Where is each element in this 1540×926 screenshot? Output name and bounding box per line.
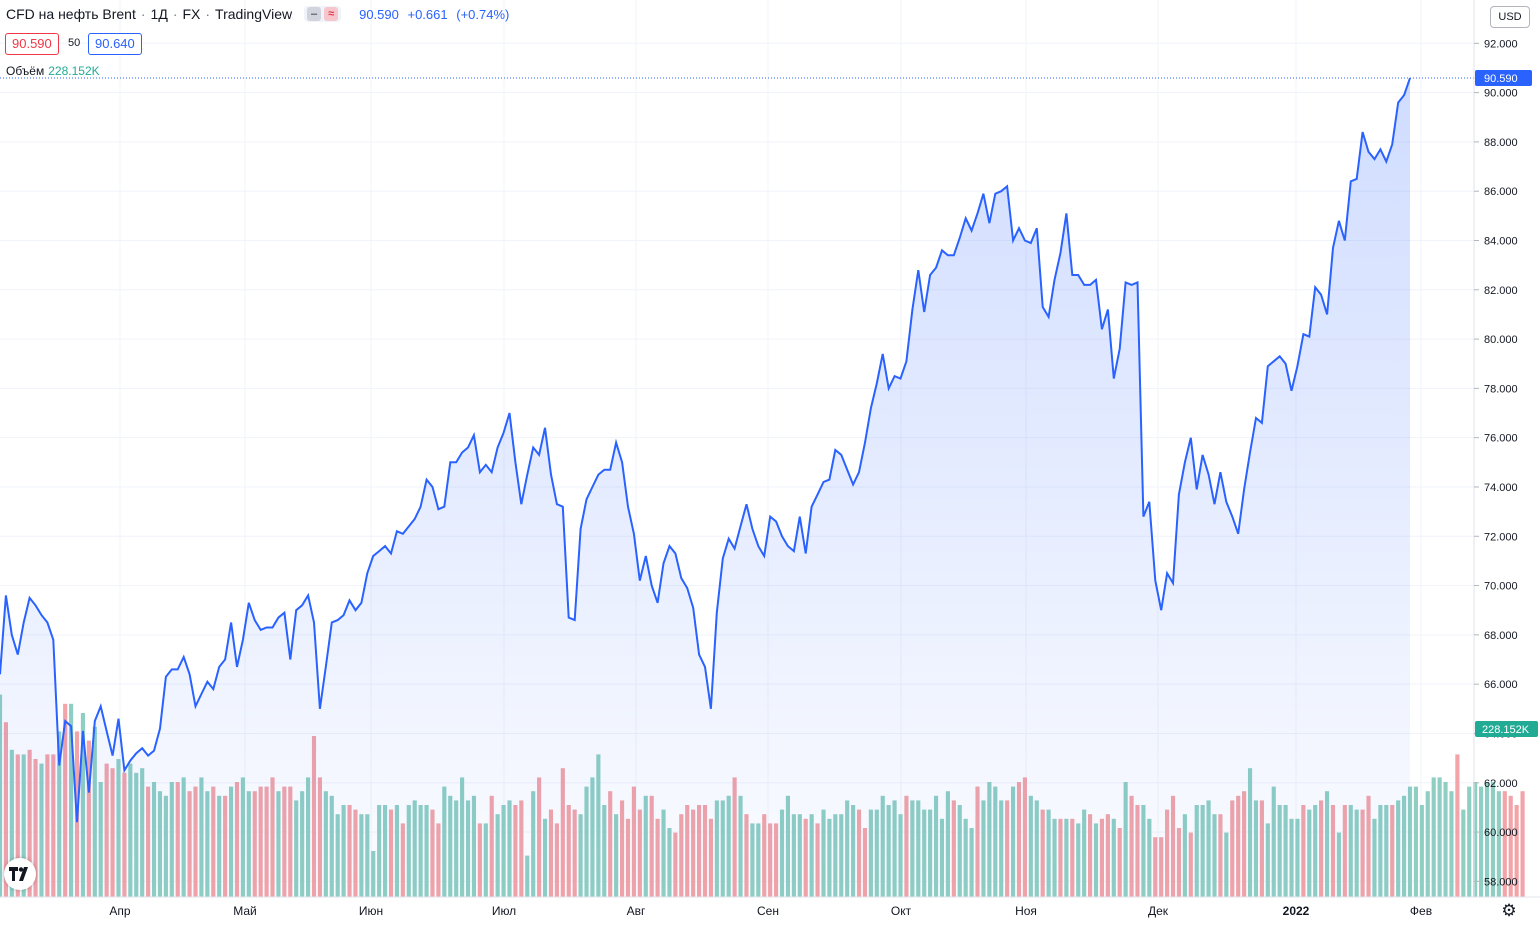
time-tick-label: Апр [109, 904, 131, 918]
time-axis[interactable]: Апр Май Июн Июл Авг Сен Окт Ноя Дек 2022 Фев [109, 904, 1432, 918]
volume-bar [1490, 782, 1496, 897]
time-tick-label: Май [233, 904, 257, 918]
price-change: +0.661 [407, 6, 448, 22]
price-tick-label: 68.000 [1484, 630, 1518, 642]
legend-separator: · [205, 6, 211, 22]
price-line [0, 77, 1411, 823]
price-tick-label: 66.000 [1484, 679, 1518, 691]
price-tick-label: 90.000 [1484, 88, 1518, 100]
minus-icon[interactable]: – [307, 7, 322, 21]
price-tick-label: 84.000 [1484, 235, 1518, 247]
currency-select[interactable]: USD [1490, 6, 1530, 28]
buy-price-button[interactable]: 90.640 [88, 33, 142, 55]
sell-price-button[interactable]: 90.590 [5, 33, 59, 55]
volume-label: Объём [6, 64, 45, 78]
last-price: 90.590 [359, 6, 399, 22]
time-tick-label: Окт [891, 904, 912, 918]
volume-bar [1484, 782, 1490, 897]
chart-axes [0, 0, 1540, 898]
provider-label: TradingView [215, 6, 293, 22]
time-tick-label: Авг [627, 904, 646, 918]
volume-bar [1419, 805, 1424, 897]
volume-bar [1514, 805, 1519, 897]
legend-toggle-pill[interactable]: – ≈ [304, 6, 342, 22]
last-price-badge-label: 90.590 [1484, 73, 1518, 85]
legend-separator: · [172, 6, 178, 22]
time-tick-label: Фев [1410, 904, 1432, 918]
price-tick-label: 92.000 [1484, 38, 1518, 50]
volume-bar [1479, 786, 1484, 897]
time-tick-label: Июл [492, 904, 516, 918]
time-tick-label: Июн [359, 904, 383, 918]
last-price-badge [1475, 70, 1532, 87]
price-area-fill [0, 78, 1410, 898]
price-tick-label: 94.000 [1484, 0, 1518, 1]
volume-bar [1496, 791, 1501, 897]
volume-legend: Объём 228.152K [6, 64, 100, 78]
volume-bar [1520, 791, 1525, 897]
legend-separator: · [140, 6, 146, 22]
volume-bar [1413, 786, 1418, 897]
price-tick-label: 78.000 [1484, 383, 1518, 395]
price-tick-label: 86.000 [1484, 186, 1518, 198]
volume-bar [1431, 777, 1436, 897]
exchange-label: FX [182, 6, 201, 22]
volume-bar [1467, 786, 1472, 897]
volume-bar [1443, 782, 1448, 897]
last-volume-badge [1475, 721, 1538, 737]
volume-value: 228.152K [48, 64, 100, 78]
chart-legend: CFD на нефть Brent · 1Д · FX · TradingVi… [6, 6, 514, 22]
price-tick-label: 70.000 [1484, 581, 1518, 593]
quote-values: 90.590 +0.661 (+0.74%) [359, 7, 514, 22]
spread-value: 50 [68, 33, 81, 53]
time-tick-label: Ноя [1015, 904, 1037, 918]
volume-bar [1449, 791, 1454, 897]
price-tick-label: 88.000 [1484, 137, 1518, 149]
time-tick-label: 2022 [1283, 904, 1310, 918]
price-tick-label: 60.000 [1484, 827, 1518, 839]
price-tick-label: 58.000 [1484, 876, 1518, 888]
time-tick-label: Дек [1148, 904, 1169, 918]
price-tick-label: 72.000 [1484, 531, 1518, 543]
price-tick-label: 62.000 [1484, 778, 1518, 790]
price-tick-label: 80.000 [1484, 334, 1518, 346]
interval-label[interactable]: 1Д [150, 6, 168, 22]
volume-bar [1502, 791, 1507, 897]
gear-icon[interactable]: ⚙ [1501, 901, 1517, 920]
time-tick-label: Сен [757, 904, 779, 918]
price-tick-label: 74.000 [1484, 482, 1518, 494]
price-axis[interactable]: 58.00060.00062.00064.00066.00068.00070.0… [1474, 0, 1518, 888]
price-tick-label: 82.000 [1484, 285, 1518, 297]
volume-bar [1508, 795, 1513, 897]
volume-bar [1461, 809, 1466, 897]
last-volume-badge-label: 228.152K [1482, 724, 1530, 736]
price-tick-label: 76.000 [1484, 433, 1518, 445]
price-change-pct: (+0.74%) [456, 6, 510, 22]
tradingview-logo-icon[interactable] [4, 858, 36, 890]
volume-bar [1473, 782, 1478, 897]
volume-bar [1437, 777, 1442, 897]
volume-bar [1425, 791, 1430, 897]
symbol-title[interactable]: CFD на нефть Brent [6, 6, 136, 22]
tradingview-logo-icon [9, 867, 28, 881]
approx-icon[interactable]: ≈ [324, 7, 339, 21]
volume-bar [1455, 754, 1460, 897]
